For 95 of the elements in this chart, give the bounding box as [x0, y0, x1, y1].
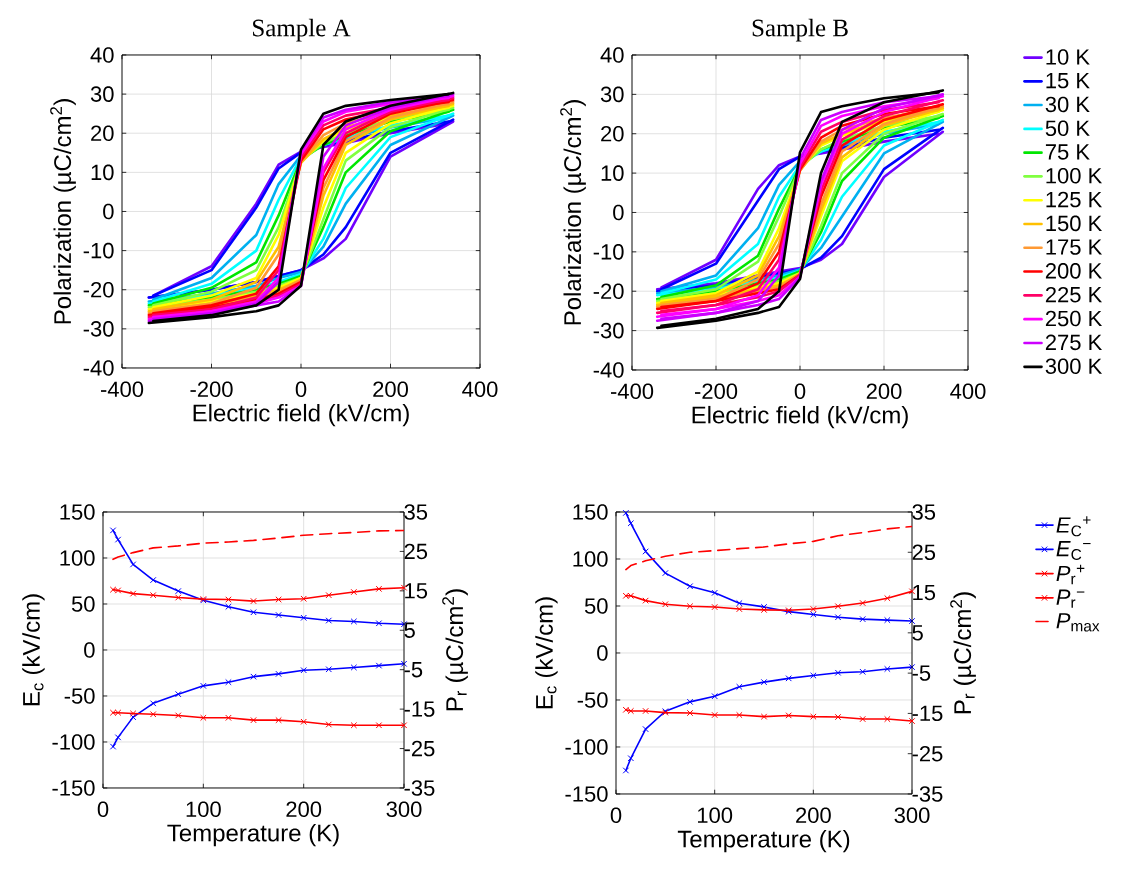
legend-label: 200 K: [1045, 263, 1103, 279]
x-tick-label: 100: [186, 801, 221, 818]
x-tick-label: -400: [610, 383, 654, 400]
y-tick-label: 50: [584, 598, 608, 614]
y-tick-label: 0: [597, 645, 608, 661]
y-tick-label: 30: [600, 86, 624, 103]
y-tick-label: -50: [577, 692, 608, 708]
y2-tick-label: 35: [404, 504, 428, 520]
y2-tick-label: 25: [912, 544, 936, 561]
y2-axis-title: P$_{r}$ (µC/cm$^{2}$): [442, 589, 468, 711]
legend-label: 150 K: [1046, 215, 1103, 232]
legend-label: 10 K: [1046, 49, 1090, 65]
y-tick-label: 10: [601, 165, 624, 181]
x-axis-title: Temperature (K): [167, 823, 339, 847]
y2-tick-label: -5: [912, 665, 931, 681]
x-tick-label: 200: [373, 381, 408, 398]
y-axis-title: E$_{c}$ (kV/cm): [535, 597, 558, 709]
y-tick-label: 50: [71, 596, 95, 612]
legend-label: 75 K: [1045, 144, 1090, 160]
legend-label: 125 K: [1046, 191, 1103, 208]
y2-tick-label: -35: [912, 786, 943, 802]
y2-tick-label: 15: [913, 584, 936, 601]
x-tick-label: 0: [295, 381, 307, 398]
x-tick-label: -200: [694, 383, 738, 400]
y2-tick-label: -15: [404, 701, 435, 717]
y-tick-label: -30: [83, 321, 114, 337]
legend-label: 15 K: [1046, 73, 1090, 89]
y-tick-label: 150: [60, 504, 95, 520]
y2-tick-label: -25: [912, 745, 943, 762]
legend-label: 175 K: [1046, 239, 1103, 255]
y-tick-label: 20: [601, 125, 624, 142]
legend-label: E$_{C}$−: [1056, 541, 1091, 560]
legend-label: E$_{C}$+: [1056, 516, 1091, 537]
y-tick-label: 10: [91, 164, 114, 181]
y-tick-label: 30: [90, 86, 114, 102]
y-tick-label: -50: [64, 688, 95, 704]
x-axis-title: Electric field (kV/cm): [193, 403, 409, 427]
y-tick-label: -20: [83, 281, 114, 298]
legend-label: P$_{r}$+: [1056, 564, 1085, 585]
x-tick-label: 200: [866, 383, 902, 400]
y-tick-label: 0: [84, 642, 95, 658]
x-tick-label: -400: [100, 381, 144, 398]
y-tick-label: 0: [613, 204, 624, 221]
legend-label: 30 K: [1045, 96, 1090, 113]
legend-label: P$_{r}$−: [1056, 589, 1085, 608]
y-tick-label: 150: [573, 504, 608, 520]
y-tick-label: -10: [593, 244, 624, 260]
legend-label: 100 K: [1046, 167, 1103, 184]
y-tick-label: -40: [83, 360, 114, 376]
y-tick-label: 0: [103, 203, 114, 220]
legend-label: 250 K: [1045, 310, 1103, 327]
y2-tick-label: 15: [405, 583, 428, 599]
y-tick-label: -150: [52, 780, 95, 796]
y2-tick-label: -25: [404, 740, 435, 757]
x-tick-label: 400: [950, 383, 986, 400]
y2-tick-label: -35: [404, 780, 435, 796]
y-tick-label: 40: [600, 47, 624, 63]
y2-tick-label: 25: [404, 543, 428, 560]
x-tick-label: 100: [698, 807, 733, 824]
y2-tick-label: 5: [404, 622, 415, 638]
y-tick-label: 100: [60, 550, 95, 566]
y-tick-label: 100: [573, 551, 608, 567]
y2-tick-label: -5: [404, 662, 423, 678]
y-tick-label: 20: [91, 125, 114, 142]
y-axis-title: Polarization (µC/cm$^{2}$): [50, 99, 76, 324]
x-tick-label: 200: [796, 807, 831, 824]
x-tick-label: 300: [894, 807, 930, 824]
legend-label: 225 K: [1045, 286, 1103, 303]
legend-label: 50 K: [1045, 120, 1090, 137]
legend-label: 275 K: [1045, 334, 1103, 351]
chart-title: Sample B: [752, 18, 848, 42]
x-axis-title: Electric field (kV/cm): [692, 405, 908, 429]
y-tick-label: -10: [83, 242, 114, 259]
x-tick-label: 200: [286, 801, 322, 818]
x-tick-label: 300: [386, 801, 422, 818]
y-tick-label: -30: [593, 322, 624, 339]
y-tick-label: 40: [90, 47, 114, 63]
y-tick-label: -100: [565, 739, 608, 755]
y-axis-title: Polarization (µC/cm$^{2}$): [560, 100, 586, 325]
x-tick-label: 400: [462, 381, 498, 398]
x-axis-title: Temperature (K): [677, 829, 850, 853]
y-tick-label: -100: [52, 734, 95, 750]
y-tick-label: -20: [593, 283, 624, 300]
y-tick-label: -40: [593, 362, 624, 378]
y-tick-label: -150: [565, 786, 608, 802]
chart-title: Sample A: [253, 18, 351, 42]
y2-tick-label: -15: [912, 705, 943, 722]
y2-tick-label: 5: [912, 625, 923, 641]
legend-label: P$_{max}$: [1056, 613, 1100, 632]
y2-axis-title: P$_{r}$ (µC/cm$^{2}$): [950, 592, 976, 714]
x-tick-label: 0: [794, 383, 806, 400]
y-axis-title: E$_{c}$ (kV/cm): [22, 594, 45, 706]
x-tick-label: -200: [190, 381, 233, 398]
legend-label: 300 K: [1045, 358, 1103, 375]
y2-tick-label: 35: [912, 504, 936, 520]
